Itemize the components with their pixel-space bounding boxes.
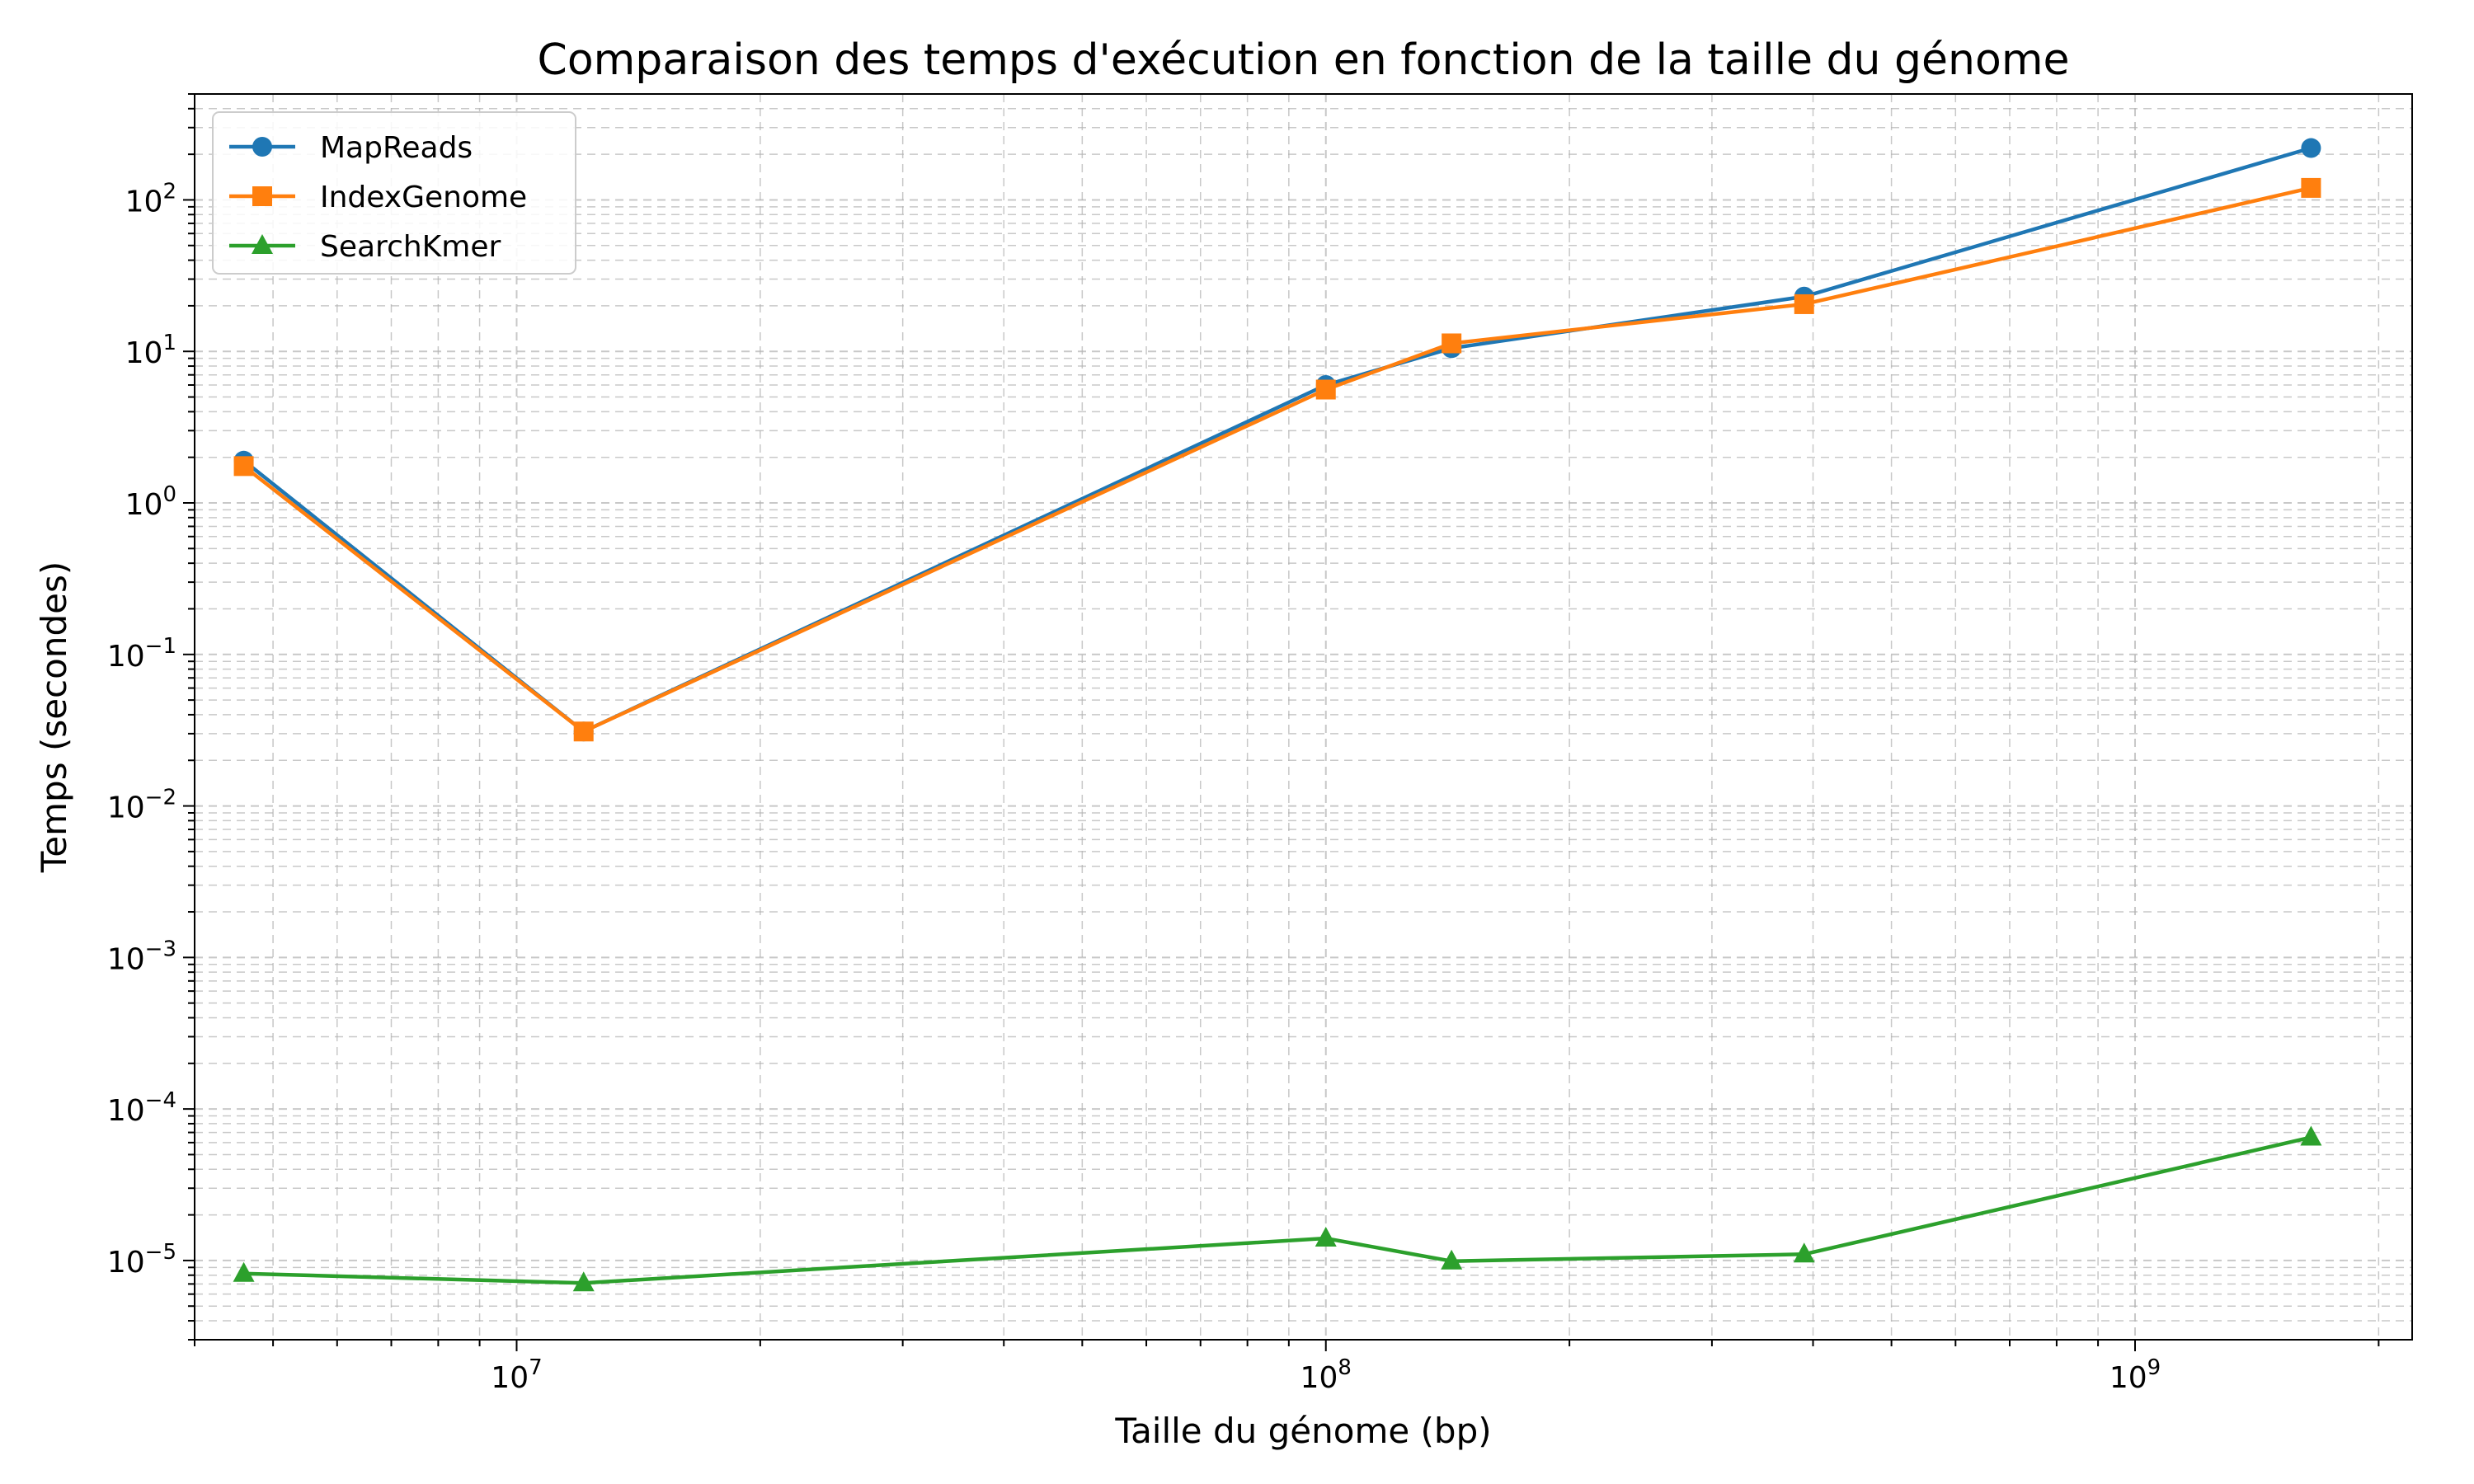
data-point [2300, 1125, 2322, 1146]
x-tick-label: 109 [2109, 1355, 2161, 1395]
data-point [233, 456, 254, 477]
legend-item: MapReads [229, 131, 473, 165]
y-axis-label: Temps (secondes) [34, 561, 74, 873]
y-tick-label: 10−1 [107, 634, 176, 674]
data-point [572, 1271, 595, 1292]
data-point [2301, 138, 2321, 158]
series-searchkmer [233, 1125, 2322, 1292]
data-point [233, 1261, 255, 1282]
series-line [243, 1135, 2312, 1285]
y-tick-label: 101 [125, 331, 176, 370]
series-indexgenome [233, 177, 2321, 742]
data-point [1315, 379, 1336, 400]
data-point [1441, 1249, 1463, 1270]
legend-marker [252, 186, 272, 206]
legend-label: IndexGenome [320, 181, 527, 214]
y-tick-label: 10−2 [107, 786, 176, 825]
y-tick-label: 100 [125, 482, 176, 522]
plot-frame [194, 93, 2413, 1341]
x-tick-label: 107 [491, 1355, 542, 1395]
data-point [1793, 1242, 1815, 1263]
legend: MapReads IndexGenome SearchKmer [212, 111, 576, 275]
legend-item: SearchKmer [229, 230, 501, 264]
y-tick-label: 10−3 [107, 937, 176, 976]
legend-label: MapReads [320, 131, 473, 165]
data-point [2301, 177, 2321, 198]
axis-ticks: 107 108 109 10−5 10−4 10−3 10−2 10−1 100 101 102 [107, 93, 2380, 1395]
data-point [573, 721, 594, 742]
legend-item: IndexGenome [229, 181, 527, 214]
legend-marker [252, 234, 273, 254]
grid [194, 93, 2412, 1341]
series-line [242, 186, 2312, 734]
x-axis-label: Taille du génome (bp) [1114, 1411, 1491, 1451]
plot-series [233, 138, 2322, 1292]
legend-label: SearchKmer [320, 230, 501, 264]
x-tick-label: 108 [1300, 1355, 1352, 1395]
y-tick-label: 102 [125, 179, 176, 218]
y-tick-label: 10−5 [107, 1240, 176, 1280]
data-point [1794, 294, 1814, 314]
data-point [1442, 333, 1462, 354]
y-tick-label: 10−4 [107, 1088, 176, 1128]
legend-box [212, 111, 576, 275]
data-point [1315, 1227, 1337, 1247]
chart-title: Comparaison des temps d'exécution en fon… [538, 35, 2070, 85]
legend-marker [252, 137, 272, 157]
